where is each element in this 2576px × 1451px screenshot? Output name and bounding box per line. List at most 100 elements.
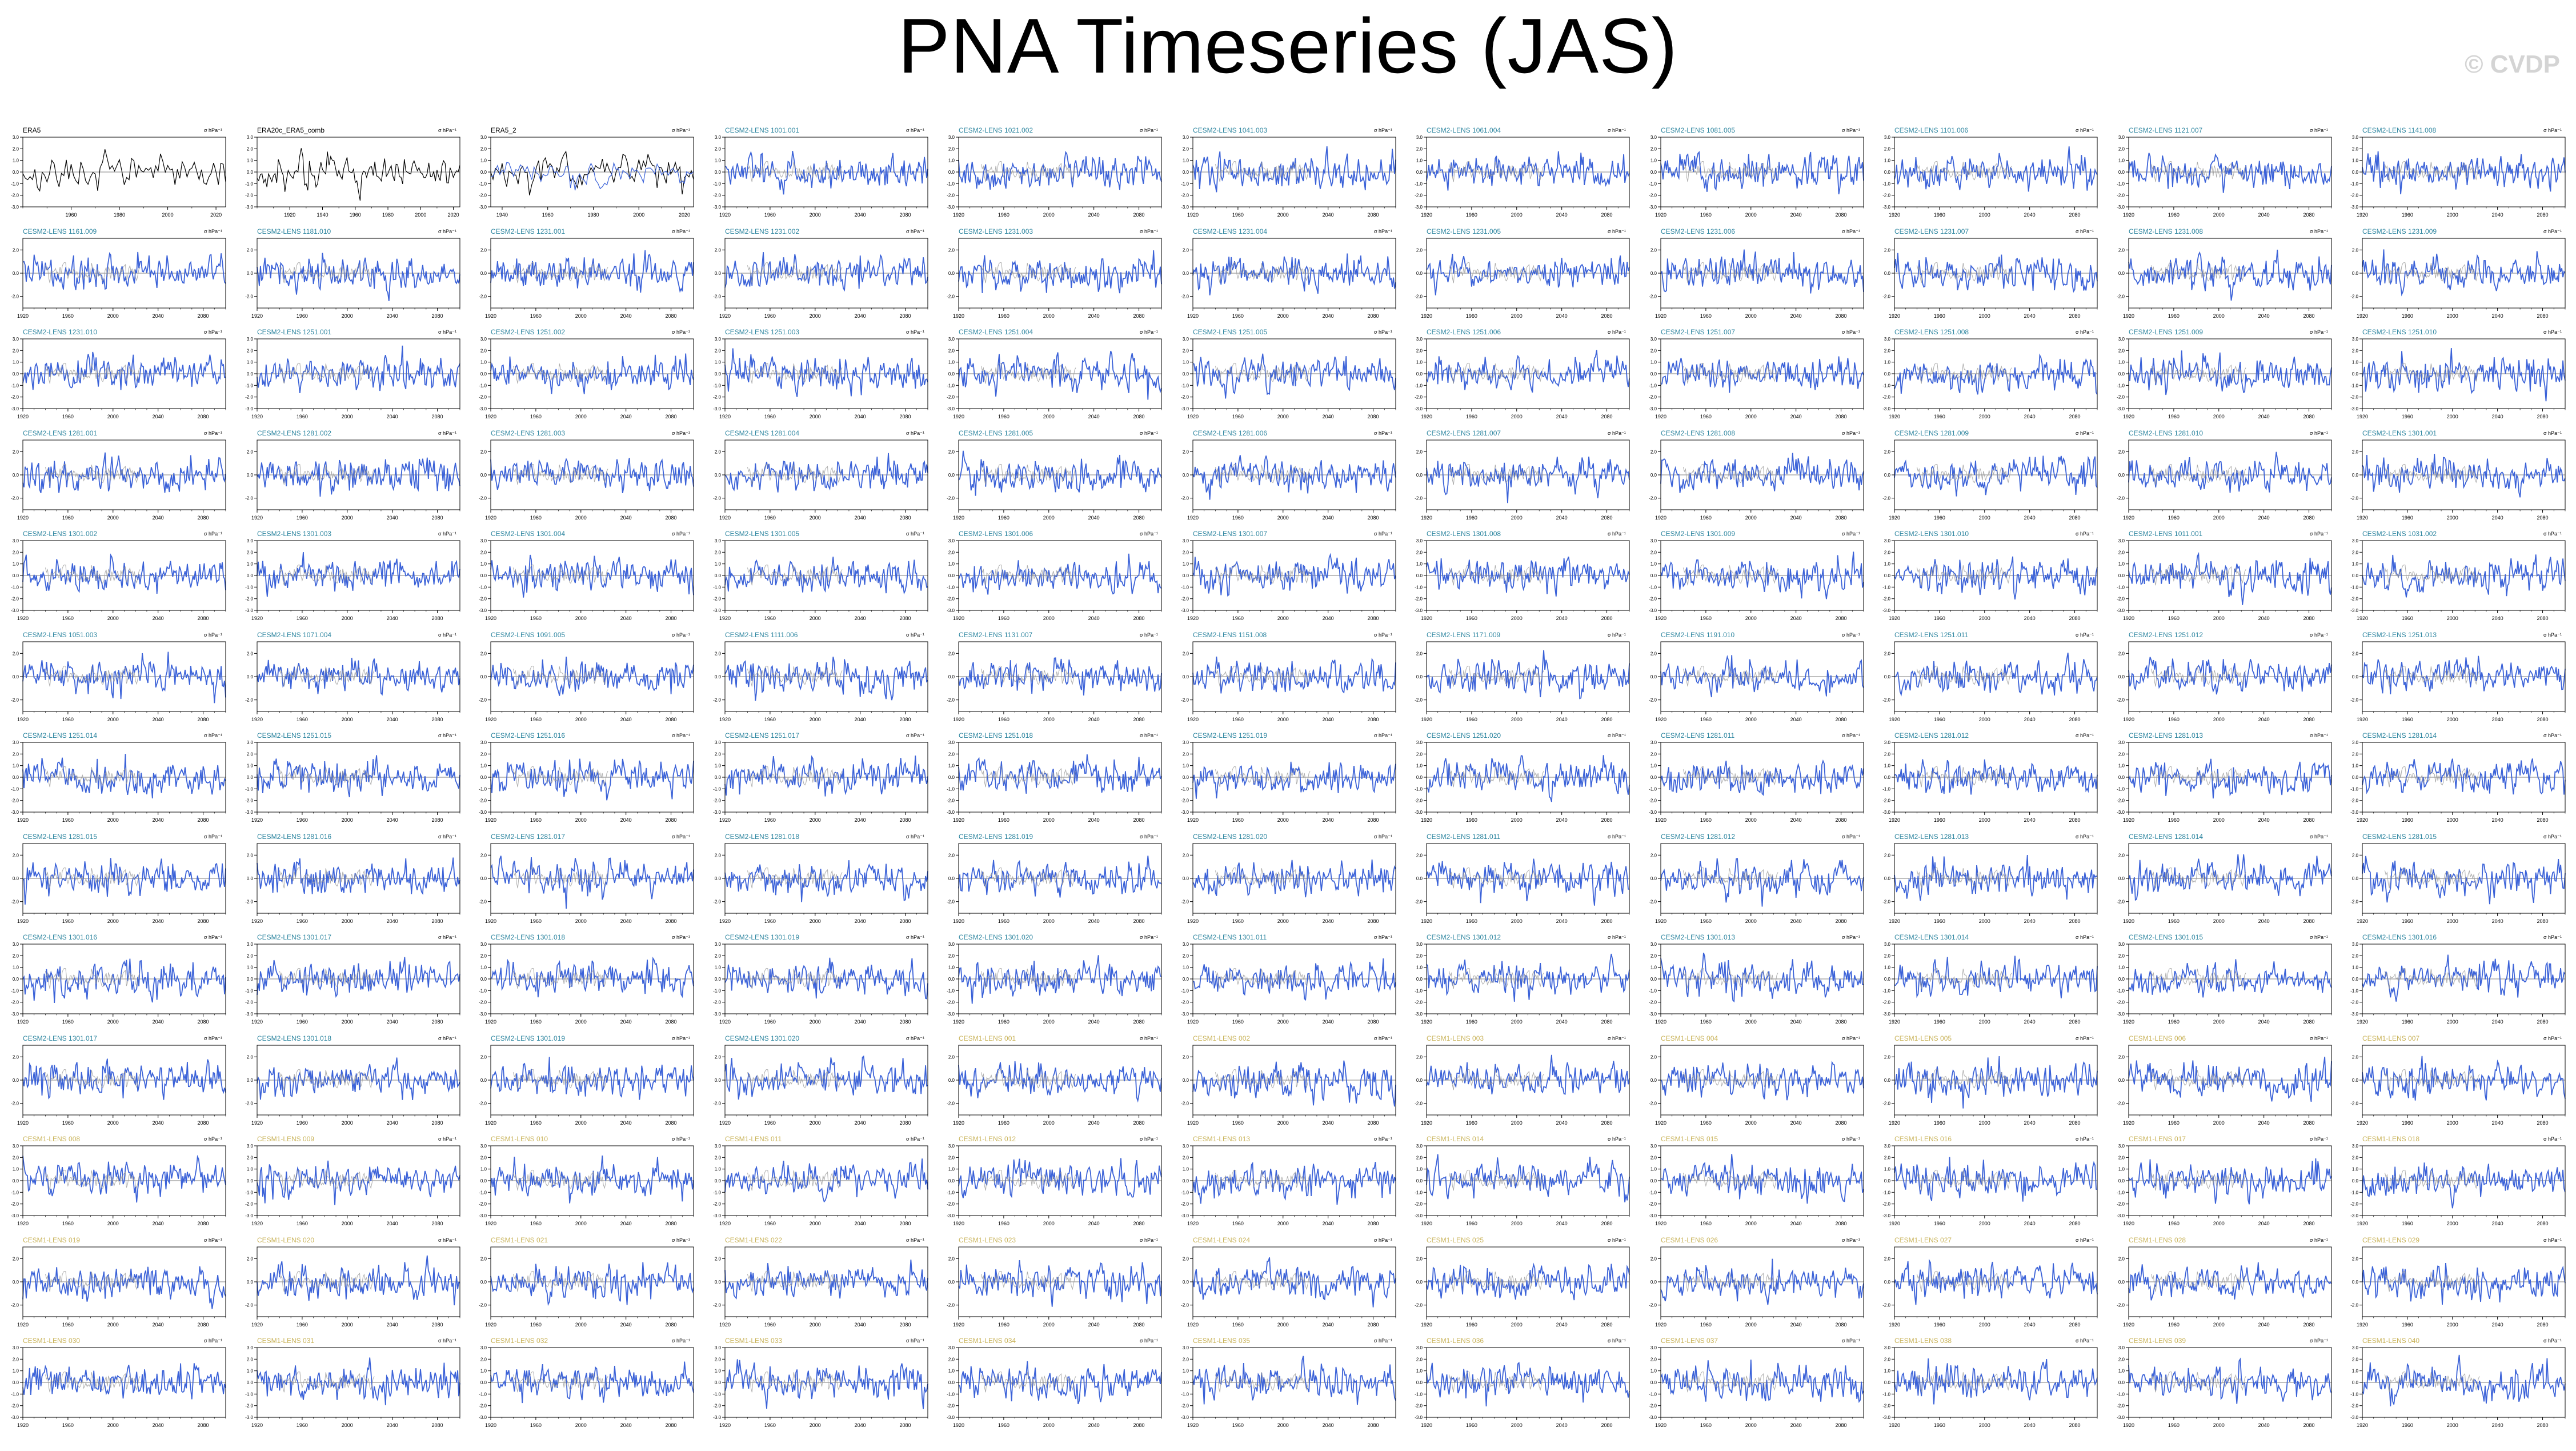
y-tick-label: 0.0 (247, 1078, 254, 1083)
y-tick-label: -2.0 (1181, 597, 1189, 602)
timeseries-panel: CESM2-LENS 1301.016 σ hPa⁻¹ 1920 1960 2000 20… (2342, 932, 2573, 1031)
y-tick-label: -2.0 (245, 597, 253, 602)
y-tick-label: 2.0 (1183, 449, 1189, 454)
x-tick-label: 1960 (297, 817, 308, 823)
panel-chart: 1920 1960 2000 2040 20803.02.01.00.0-1.0-2.0… (245, 740, 460, 823)
y-tick-label: 2.0 (948, 651, 955, 656)
y-tick-label: 2.0 (13, 853, 19, 858)
x-tick-label: 2000 (1511, 918, 1523, 924)
x-tick-label: 2080 (1601, 615, 1613, 621)
y-tick-label: -2.0 (479, 1000, 487, 1005)
panel-title: CESM2-LENS 1281.009 (1894, 429, 1969, 437)
x-tick-label: 1920 (1655, 717, 1666, 722)
x-tick-label: 2040 (2258, 212, 2270, 218)
y-tick-label: -3.0 (1181, 1012, 1189, 1017)
y-tick-label: 1.0 (2352, 360, 2359, 365)
y-tick-label: -1.0 (947, 383, 955, 388)
y-tick-label: 3.0 (715, 942, 722, 947)
y-tick-label: 0.0 (247, 977, 254, 982)
y-tick-label: -2.0 (1181, 698, 1189, 703)
y-tick-label: -2.0 (479, 395, 487, 400)
x-tick-label: 2040 (620, 515, 632, 521)
y-tick-label: -1.0 (245, 383, 253, 388)
x-tick-label: 1960 (2402, 414, 2413, 419)
page-title: PNA Timeseries (JAS) (898, 2, 1678, 89)
x-tick-label: 1920 (485, 515, 496, 521)
panel-title: CESM2-LENS 1011.001 (2129, 530, 2203, 538)
timeseries-panel: CESM2-LENS 1041.003 σ hPa⁻¹ 1920 1960 2000 20… (1172, 125, 1404, 224)
panel-units: σ hPa⁻¹ (1842, 1036, 1860, 1041)
x-tick-label: 2080 (666, 918, 677, 924)
x-tick-label: 2080 (666, 615, 677, 621)
x-tick-label: 2000 (2213, 717, 2225, 722)
x-tick-label: 2040 (2258, 515, 2270, 521)
timeseries-panel: CESM2-LENS 1251.004 σ hPa⁻¹ 1920 1960 2000 20… (938, 326, 1169, 426)
panel-title: CESM2-LENS 1251.005 (1193, 328, 1268, 336)
panel-title: CESM2-LENS 1281.004 (725, 429, 800, 437)
panel-units: σ hPa⁻¹ (2543, 934, 2562, 940)
y-tick-label: 2.0 (948, 1054, 955, 1060)
y-tick-label: -1.0 (1649, 988, 1657, 993)
x-tick-label: 2000 (2213, 918, 2225, 924)
x-tick-label: 2040 (2492, 918, 2503, 924)
y-tick-label: 2.0 (948, 348, 955, 353)
x-tick-label: 1920 (1889, 817, 1900, 823)
panel-units: σ hPa⁻¹ (1608, 329, 1626, 335)
y-tick-label: -2.0 (2350, 798, 2358, 804)
y-tick-label: -2.0 (713, 798, 721, 804)
x-tick-label: 1960 (1232, 817, 1244, 823)
x-tick-label: 2040 (1088, 717, 1100, 722)
panel-chart: 1920 1960 2000 2040 20803.02.01.00.0-1.0-2.0… (1882, 942, 2098, 1025)
y-tick-label: -2.0 (479, 597, 487, 602)
panel-units: σ hPa⁻¹ (1140, 430, 1158, 436)
panel-title: CESM2-LENS 1301.009 (1661, 530, 1736, 538)
y-tick-label: 1.0 (1416, 764, 1423, 769)
y-tick-label: 2.0 (2118, 146, 2125, 151)
x-tick-label: 2040 (620, 817, 632, 823)
x-tick-label: 1960 (297, 313, 308, 319)
panel-units: σ hPa⁻¹ (2543, 127, 2562, 133)
y-tick-label: 0.0 (247, 371, 254, 377)
x-tick-label: 1920 (719, 1120, 731, 1126)
timeseries-panel: CESM2-LENS 1121.007 σ hPa⁻¹ 1920 1960 2000 20… (2108, 125, 2339, 224)
x-tick-label: 2080 (900, 1019, 911, 1025)
obs-overlay-line (1448, 564, 1544, 586)
panel-units: σ hPa⁻¹ (204, 733, 222, 738)
panel-title: CESM2-LENS 1281.001 (23, 429, 98, 437)
y-tick-label: -1.0 (1649, 181, 1657, 186)
pna-series-line (1426, 858, 1630, 906)
y-tick-label: 2.0 (2352, 953, 2359, 958)
pna-series-line (1192, 1060, 1396, 1107)
x-tick-label: 1920 (485, 1120, 496, 1126)
y-tick-label: 1.0 (1650, 562, 1657, 567)
timeseries-panel: CESM2-LENS 1301.014 σ hPa⁻¹ 1920 1960 2000 20… (1874, 932, 2105, 1031)
x-tick-label: 2040 (153, 313, 164, 319)
y-tick-label: 0.0 (948, 1078, 955, 1083)
pna-series-line (2128, 758, 2332, 799)
y-tick-label: 1.0 (2118, 965, 2125, 970)
panel-units: σ hPa⁻¹ (2310, 531, 2328, 537)
y-tick-label: 2.0 (715, 449, 722, 454)
y-tick-label: 3.0 (1650, 538, 1657, 543)
y-tick-label: 2.0 (13, 247, 19, 253)
x-tick-label: 2080 (1368, 313, 1379, 319)
x-tick-label: 2080 (666, 414, 677, 419)
y-tick-label: 0.0 (1416, 674, 1423, 679)
x-tick-label: 2000 (810, 918, 821, 924)
y-tick-label: -2.0 (2350, 193, 2358, 198)
obs-overlay-line (279, 867, 375, 889)
x-tick-label: 2040 (153, 515, 164, 521)
y-tick-label: 0.0 (715, 573, 722, 578)
timeseries-panel: CESM2-LENS 1101.006 σ hPa⁻¹ 1920 1960 2000 20… (1874, 125, 2105, 224)
timeseries-panel: ERA5_2 σ hPa⁻¹ 1940 1960 1980 2000 2020 3.0 2.0 1… (470, 125, 702, 224)
x-tick-label: 1920 (2123, 1019, 2134, 1025)
y-tick-label: 0.0 (13, 977, 19, 982)
panel-title: CESM2-LENS 1281.013 (1894, 833, 1969, 841)
y-tick-label: -1.0 (479, 988, 487, 993)
y-tick-label: 1.0 (1183, 360, 1189, 365)
